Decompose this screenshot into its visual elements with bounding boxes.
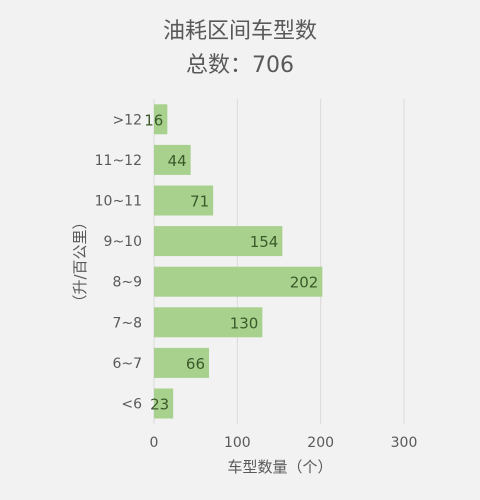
category-label: 8~9 xyxy=(112,275,142,291)
value-label: 130 xyxy=(230,314,259,332)
category-label: >12 xyxy=(112,112,142,128)
bar xyxy=(154,226,283,257)
y-axis-label: （升/百公里） xyxy=(71,214,89,309)
category-label: 7~8 xyxy=(112,315,142,331)
category-label: 9~10 xyxy=(104,234,142,250)
value-label: 16 xyxy=(144,111,163,129)
bar xyxy=(154,307,263,338)
x-tick-labels: 0 100 200 300 xyxy=(150,435,418,451)
value-label: 44 xyxy=(168,152,187,170)
bar xyxy=(154,347,209,378)
category-label: 11~12 xyxy=(95,153,142,169)
value-label: 66 xyxy=(186,355,205,373)
x-tick-label: 200 xyxy=(307,435,334,451)
value-label: 71 xyxy=(190,193,209,211)
x-tick-label: 100 xyxy=(224,435,251,451)
value-labels: 16 44 71 154 202 130 66 23 xyxy=(144,111,318,413)
x-tick-label: 300 xyxy=(391,435,418,451)
category-labels: >12 11~12 10~11 9~10 8~9 7~8 6~7 <6 xyxy=(95,112,142,412)
value-label: 202 xyxy=(290,274,319,292)
bar xyxy=(154,266,323,297)
bars xyxy=(154,104,323,419)
category-label: 6~7 xyxy=(112,356,142,372)
bar xyxy=(154,144,191,175)
value-label: 154 xyxy=(250,233,279,251)
chart-subtitle: 总数：706 xyxy=(186,53,294,78)
x-axis-label: 车型数量（个） xyxy=(227,458,332,476)
chart-title: 油耗区间车型数 xyxy=(163,19,317,44)
bar xyxy=(154,388,174,419)
category-label: 10~11 xyxy=(95,194,142,210)
bar xyxy=(154,104,168,135)
value-label: 23 xyxy=(150,396,169,414)
bar xyxy=(154,185,214,216)
x-tick-label: 0 xyxy=(150,435,159,451)
category-label: <6 xyxy=(121,397,142,413)
